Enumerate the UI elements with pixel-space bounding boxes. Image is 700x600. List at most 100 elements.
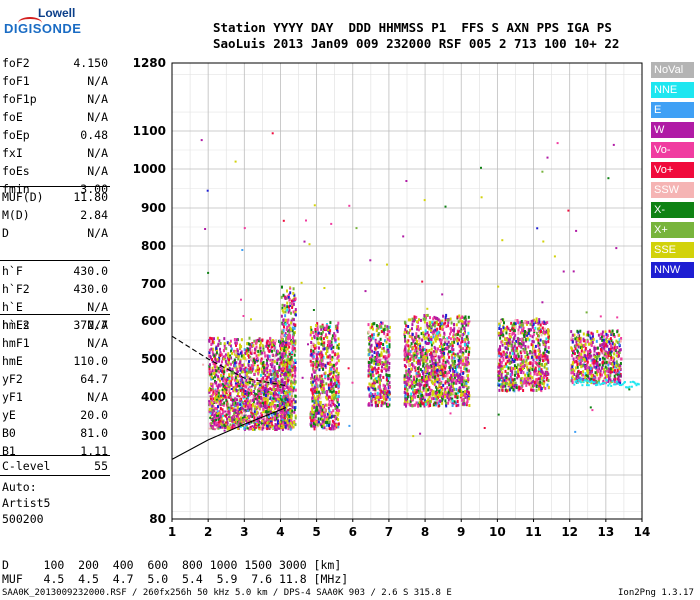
echo-point	[214, 364, 217, 368]
echo-point	[309, 412, 312, 416]
echo-point	[426, 375, 428, 379]
echo-point	[336, 326, 339, 330]
echo-point	[465, 389, 468, 393]
echo-point	[431, 381, 434, 385]
echo-point	[413, 403, 416, 407]
echo-point	[533, 347, 536, 351]
scaled-label: hmF1	[2, 336, 30, 350]
echo-point	[287, 341, 290, 345]
echo-point	[256, 382, 259, 386]
echo-point	[456, 342, 459, 346]
echo-point	[417, 359, 420, 363]
echo-point	[434, 367, 437, 371]
echo-point	[379, 359, 382, 363]
echo-point	[380, 395, 383, 399]
echo-point	[375, 358, 378, 361]
echo-point	[282, 293, 285, 297]
echo-point	[503, 365, 506, 369]
echo-point	[386, 333, 389, 337]
echo-point	[281, 308, 284, 312]
echo-point	[288, 328, 291, 332]
echo-point	[251, 415, 254, 419]
echo-point	[405, 383, 408, 386]
echo-point	[444, 370, 447, 374]
echo-point	[278, 364, 281, 368]
echo-point	[247, 414, 250, 418]
echo-point	[539, 372, 542, 376]
echo-point	[334, 407, 337, 410]
echo-point	[228, 375, 231, 379]
echo-point	[242, 363, 245, 367]
echo-point	[229, 368, 232, 372]
echo-point	[385, 397, 388, 401]
echo-point	[429, 372, 432, 376]
echo-point	[245, 349, 248, 353]
echo-point	[257, 349, 260, 353]
echo-point	[316, 334, 319, 337]
echo-point	[312, 387, 315, 391]
echo-point	[286, 375, 289, 379]
echo-point	[443, 392, 446, 396]
echo-point	[289, 334, 292, 338]
echo-point	[434, 360, 437, 364]
echo-point	[329, 415, 332, 419]
echo-point	[219, 354, 222, 358]
echo-point	[465, 369, 468, 373]
echo-point	[501, 367, 504, 371]
echo-point	[404, 350, 407, 354]
echo-point	[373, 351, 376, 354]
echo-point	[451, 389, 454, 393]
echo-point	[228, 381, 231, 385]
echo-point	[546, 355, 549, 359]
echo-point	[322, 355, 325, 359]
echo-point	[499, 355, 502, 359]
echo-point	[242, 383, 245, 387]
echo-point	[337, 384, 340, 388]
echo-point	[500, 328, 502, 331]
echo-point	[255, 354, 258, 358]
echo-point	[261, 344, 264, 348]
echo-point	[222, 394, 225, 398]
scaled-value: 3.00	[80, 182, 108, 196]
echo-point	[272, 369, 275, 373]
echo-point	[289, 412, 292, 416]
echo-point	[294, 358, 297, 362]
echo-point	[214, 372, 216, 376]
echo-point	[434, 363, 437, 367]
echo-point	[513, 327, 515, 331]
echo-point	[380, 351, 383, 355]
echo-point	[410, 334, 413, 338]
echo-point	[509, 337, 511, 341]
echo-point	[462, 385, 464, 389]
echo-point	[370, 376, 373, 380]
echo-point	[404, 337, 406, 341]
echo-point	[544, 353, 547, 357]
echo-point	[223, 370, 226, 374]
echo-point	[412, 395, 415, 399]
echo-point	[527, 332, 530, 336]
echo-point	[388, 366, 391, 369]
echo-point	[540, 387, 543, 390]
echo-point	[218, 339, 221, 343]
scaled-value: N/A	[87, 336, 108, 350]
echo-point	[309, 359, 312, 363]
echo-point	[418, 357, 421, 360]
echo-point	[259, 350, 262, 353]
echo-point	[282, 386, 284, 390]
echo-point	[403, 390, 406, 394]
echo-point	[433, 367, 436, 371]
echo-point	[465, 383, 468, 387]
echo-point	[370, 355, 373, 359]
echo-point	[436, 390, 438, 394]
echo-point	[404, 384, 407, 388]
echo-point	[278, 351, 281, 355]
echo-point	[273, 365, 276, 369]
echo-point	[458, 361, 461, 365]
echo-point	[336, 344, 339, 348]
echo-point	[380, 342, 383, 345]
echo-point	[460, 330, 462, 334]
echo-point	[282, 345, 285, 348]
echo-point	[509, 366, 512, 370]
echo-point	[385, 367, 387, 371]
echo-point	[328, 422, 331, 426]
